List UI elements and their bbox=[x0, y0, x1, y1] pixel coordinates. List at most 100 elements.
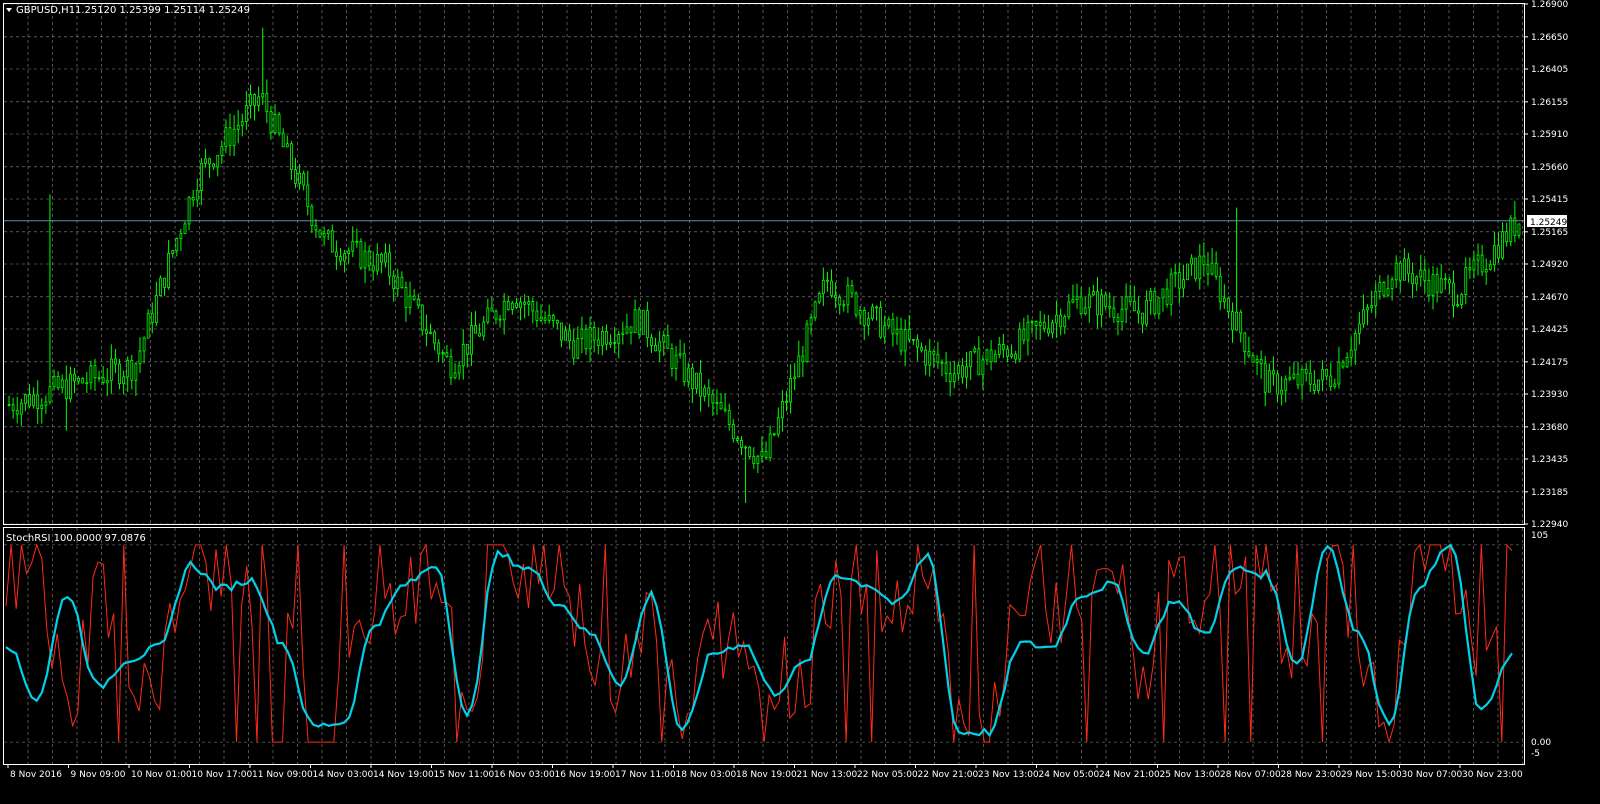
candle bbox=[699, 360, 702, 412]
candle bbox=[1055, 300, 1058, 339]
candle-body bbox=[989, 349, 993, 363]
candle-body bbox=[400, 276, 404, 288]
candle-body bbox=[576, 338, 580, 359]
candle-body bbox=[265, 92, 269, 113]
candle-body bbox=[1345, 356, 1349, 368]
candle-body bbox=[1382, 282, 1386, 296]
candle-body bbox=[1357, 323, 1361, 334]
candle bbox=[420, 304, 424, 336]
candle-body bbox=[1513, 217, 1517, 236]
candle-body bbox=[605, 331, 608, 345]
candle-body bbox=[1190, 257, 1194, 265]
candle bbox=[474, 311, 477, 334]
dropdown-triangle-icon[interactable] bbox=[6, 8, 12, 12]
candle bbox=[322, 226, 326, 246]
candle bbox=[1378, 275, 1382, 300]
candle-body bbox=[899, 328, 903, 352]
candle bbox=[7, 395, 11, 407]
candle-body bbox=[715, 401, 719, 404]
candle bbox=[449, 348, 453, 386]
candle-body bbox=[44, 401, 48, 406]
candle bbox=[154, 281, 158, 327]
ohlc-label: 1.25120 1.25399 1.25114 1.25249 bbox=[75, 5, 250, 16]
candle-body bbox=[150, 313, 154, 323]
candle-body bbox=[314, 224, 318, 231]
candle bbox=[122, 370, 126, 395]
candle bbox=[1435, 267, 1439, 303]
candle bbox=[682, 343, 686, 387]
candle-body bbox=[956, 365, 960, 375]
y-tick-label: 1.26405 bbox=[1531, 65, 1568, 75]
candle bbox=[826, 271, 829, 292]
candle-body bbox=[932, 350, 936, 355]
candle bbox=[858, 306, 862, 325]
candle bbox=[1419, 254, 1423, 287]
candle-body bbox=[425, 329, 428, 334]
candle bbox=[470, 312, 473, 367]
candle bbox=[388, 244, 391, 286]
candle bbox=[1329, 362, 1333, 391]
candle-body bbox=[1472, 259, 1476, 271]
candle-body bbox=[1231, 311, 1234, 331]
candle-body bbox=[748, 446, 752, 457]
candle bbox=[883, 315, 887, 344]
candle bbox=[707, 379, 711, 408]
symbol-header[interactable]: GBPUSD,H1 1.25120 1.25399 1.25114 1.2524… bbox=[6, 5, 250, 16]
candle bbox=[425, 314, 428, 347]
candle bbox=[134, 362, 138, 396]
candle bbox=[1198, 244, 1202, 290]
candle-body bbox=[1243, 332, 1247, 352]
candle-body bbox=[1120, 308, 1124, 322]
candle-body bbox=[1010, 353, 1013, 357]
candle-body bbox=[764, 451, 768, 458]
candle bbox=[973, 345, 977, 354]
candle bbox=[1239, 309, 1243, 343]
candle-body bbox=[1046, 328, 1050, 334]
candle bbox=[142, 336, 146, 364]
candle-body bbox=[69, 373, 72, 400]
candle-body bbox=[1022, 328, 1026, 341]
candle bbox=[1034, 320, 1038, 340]
candle bbox=[343, 249, 346, 273]
candle bbox=[564, 325, 567, 341]
x-tick-label: 10 Nov 01:00 bbox=[131, 770, 192, 780]
candle-body bbox=[854, 292, 858, 316]
candle bbox=[11, 397, 15, 419]
candle bbox=[212, 162, 216, 170]
candle bbox=[764, 441, 768, 460]
candle bbox=[1022, 317, 1026, 345]
candle bbox=[1194, 257, 1198, 282]
candle-body bbox=[1431, 274, 1435, 296]
candle-body bbox=[64, 379, 68, 400]
candle bbox=[56, 371, 60, 391]
candle bbox=[130, 354, 134, 390]
candle-body bbox=[81, 377, 85, 384]
candle-body bbox=[629, 326, 633, 334]
candle-body bbox=[785, 401, 788, 403]
candle-body bbox=[973, 348, 977, 353]
candle-body bbox=[1108, 305, 1112, 309]
candle bbox=[109, 344, 113, 394]
candle-body bbox=[273, 114, 277, 133]
candle bbox=[1206, 252, 1210, 286]
candle-body bbox=[830, 280, 833, 296]
candle-body bbox=[40, 404, 44, 409]
candle-body bbox=[285, 143, 289, 148]
candle bbox=[1218, 267, 1222, 311]
candle-body bbox=[89, 365, 93, 384]
candle bbox=[1480, 244, 1484, 276]
candle-body bbox=[977, 348, 981, 376]
candle-body bbox=[662, 335, 666, 343]
candle-body bbox=[1321, 369, 1324, 381]
candle bbox=[695, 372, 698, 394]
candle-body bbox=[232, 128, 236, 146]
candle-body bbox=[891, 318, 895, 335]
candle bbox=[163, 277, 166, 296]
current-price-badge: 1.25249 bbox=[1527, 215, 1567, 228]
candle-body bbox=[1280, 389, 1284, 395]
candle bbox=[543, 311, 547, 324]
candle-body bbox=[1329, 375, 1333, 387]
candle bbox=[1169, 268, 1173, 316]
candle-body bbox=[928, 350, 932, 366]
candle bbox=[711, 389, 715, 416]
